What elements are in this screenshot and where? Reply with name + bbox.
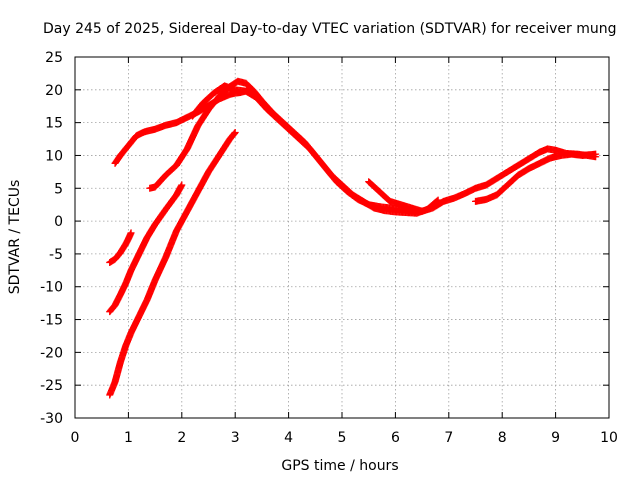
grid: [75, 57, 609, 418]
y-tick-label: -10: [40, 280, 63, 296]
data-point: [230, 130, 238, 138]
y-tick-label: -20: [40, 345, 63, 361]
data-point: [434, 196, 442, 204]
data-point: [433, 197, 441, 205]
x-tick-label: 8: [498, 430, 507, 446]
ticks: 0 1 2 3 4 5 6 7 8 9 10 -30 -25 -20 -15 -10 -5 0 5 10 15 20 25: [40, 50, 618, 446]
x-tick-label: 3: [231, 430, 240, 446]
x-tick-label: 7: [444, 430, 453, 446]
data-point: [178, 181, 186, 189]
x-tick-label: 6: [391, 430, 400, 446]
series-satellite-track-7: [365, 178, 426, 215]
y-tick-label: 20: [45, 83, 63, 99]
data-point: [418, 207, 426, 215]
y-tick-label: -25: [40, 378, 63, 394]
series-satellite-track-2: [106, 229, 135, 266]
x-tick-label: 2: [177, 430, 186, 446]
y-tick-label: -15: [40, 313, 63, 329]
data-point: [592, 150, 600, 158]
series-satellite-track-4: [106, 128, 239, 399]
x-tick-label: 1: [124, 430, 133, 446]
y-tick-label: 10: [45, 148, 63, 164]
data-point: [127, 229, 135, 237]
y-tick-label: -5: [49, 247, 63, 263]
x-tick-label: 0: [71, 430, 80, 446]
y-tick-label: 25: [45, 50, 63, 66]
series-satellite-track-3: [106, 181, 186, 316]
data-layer: [106, 77, 600, 399]
x-tick-label: 5: [338, 430, 347, 446]
x-tick-label: 4: [284, 430, 293, 446]
y-tick-label: 15: [45, 116, 63, 132]
x-axis-label: GPS time / hours: [281, 458, 398, 474]
x-tick-label: 9: [551, 430, 560, 446]
data-point: [231, 128, 239, 136]
chart-title: Day 245 of 2025, Sidereal Day-to-day VTE…: [43, 21, 617, 37]
y-tick-label: 0: [54, 214, 63, 230]
y-tick-label: -30: [40, 411, 63, 427]
data-point: [231, 129, 239, 137]
x-tick-label: 10: [600, 430, 618, 446]
series-satellite-track-8: [472, 150, 600, 205]
y-axis-label: SDTVAR / TECUs: [7, 180, 23, 295]
y-tick-label: 5: [54, 181, 63, 197]
